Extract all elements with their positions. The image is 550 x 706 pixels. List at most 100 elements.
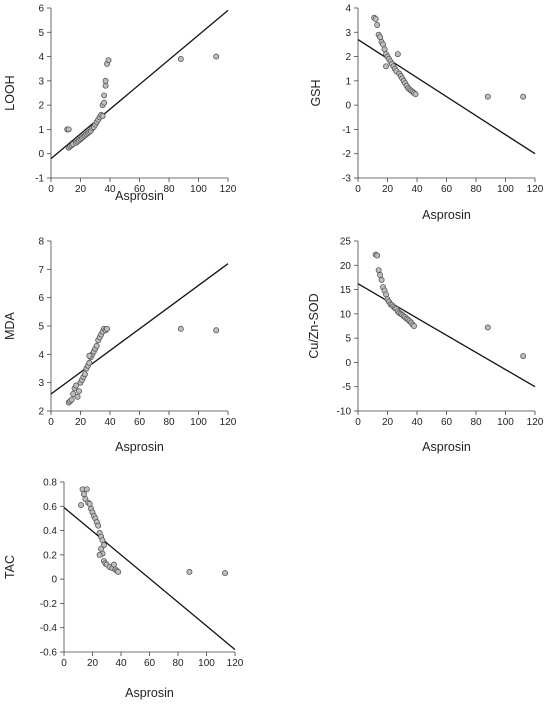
data-point: [95, 522, 102, 529]
y-tick-label: 0: [345, 358, 351, 369]
data-point: [80, 491, 87, 498]
data-point: [65, 126, 72, 133]
x-tick-label: 120: [220, 417, 237, 428]
x-tick-label: 80: [163, 417, 175, 428]
data-point: [383, 291, 389, 298]
y-tick-label: -0.2: [40, 599, 58, 610]
scatter-panel-4: 0 20 40 60 80 100 120 -10 -5 0 5 10 15 20 25 Asprosin Cu…: [307, 237, 544, 455]
y-axis-title: Cu/Zn-SOD: [307, 293, 321, 358]
data-point: [104, 325, 111, 332]
y-tick-label: 0.6: [43, 502, 57, 513]
y-tick-label: 0.4: [43, 526, 57, 537]
y-tick-label: 6: [38, 4, 44, 15]
y-tick-label: 4: [38, 350, 44, 361]
y-tick-label: 20: [340, 261, 352, 272]
x-tick-label: 60: [144, 658, 156, 669]
x-tick-label: 100: [497, 184, 514, 195]
x-tick-label: 60: [134, 184, 146, 195]
y-tick-label: 3: [345, 28, 351, 39]
y-tick-label: 25: [340, 237, 352, 248]
data-point: [484, 93, 491, 100]
data-point: [377, 272, 384, 278]
x-tick-label: 60: [441, 417, 453, 428]
y-tick-label: -1: [35, 174, 44, 185]
y-tick-label: -2: [342, 149, 351, 160]
data-point: [68, 396, 75, 403]
data-point: [380, 41, 387, 48]
data-point: [378, 276, 385, 283]
data-point: [86, 352, 93, 359]
y-axis-title: LOOH: [3, 75, 17, 110]
data-point: [213, 53, 220, 60]
data-point: [375, 267, 382, 274]
y-tick-label: 0: [345, 101, 351, 112]
y-tick-label: 2: [345, 52, 351, 63]
x-tick-label: 80: [470, 184, 482, 195]
x-tick-label: 120: [227, 658, 244, 669]
x-tick-label: 80: [172, 658, 184, 669]
y-tick-label: -1: [342, 125, 351, 136]
data-point: [394, 51, 401, 58]
x-axis-title: Asprosin: [115, 440, 164, 454]
y-tick-label: -5: [342, 382, 351, 393]
x-axis-title: Asprosin: [125, 686, 174, 700]
data-point: [81, 371, 88, 378]
data-point: [74, 393, 81, 400]
x-tick-label: 120: [220, 184, 237, 195]
x-tick-label: 40: [411, 184, 423, 195]
x-tick-label: 0: [355, 417, 361, 428]
scatter-panel-5: 0 20 40 60 80 100 120 -0.6 -0.4 -0.2 0 0.2 0.4 0.6 0.8…: [3, 478, 244, 701]
data-point: [76, 388, 82, 395]
y-tick-label: 15: [340, 285, 352, 296]
regression-line: [50, 263, 229, 395]
data-point: [213, 327, 220, 334]
data-point: [110, 561, 117, 568]
data-point: [99, 113, 106, 120]
data-point: [222, 570, 228, 577]
y-tick-label: 8: [38, 237, 44, 248]
y-tick-label: 1: [38, 125, 44, 136]
data-point: [177, 325, 184, 332]
data-point: [101, 99, 108, 106]
data-point: [98, 545, 105, 552]
data-point: [96, 551, 103, 558]
regression-line: [357, 283, 536, 388]
y-tick-label: 1: [345, 76, 351, 87]
x-tick-label: 120: [527, 417, 544, 428]
data-point: [372, 15, 379, 22]
y-tick-label: 10: [340, 309, 352, 320]
x-tick-label: 80: [163, 184, 175, 195]
data-point: [374, 252, 381, 259]
y-tick-label: 0.8: [43, 478, 57, 489]
y-tick-label: 0: [51, 575, 57, 586]
x-tick-label: 60: [134, 417, 146, 428]
x-tick-label: 80: [470, 417, 482, 428]
x-tick-label: 20: [382, 184, 394, 195]
data-point: [520, 353, 527, 360]
x-tick-label: 100: [497, 417, 514, 428]
data-point: [186, 568, 193, 575]
x-tick-label: 100: [190, 417, 207, 428]
y-axis-title: MDA: [3, 311, 17, 339]
scatter-panel-1: 0 20 40 60 80 100 120 -1 0 1 2 3 4 5 6 Asprosin LOOH: [3, 4, 237, 204]
y-tick-label: 3: [38, 378, 44, 389]
data-point: [412, 91, 419, 98]
data-point: [484, 324, 491, 331]
data-point: [102, 82, 109, 89]
x-tick-label: 0: [355, 184, 361, 195]
data-point: [78, 502, 85, 509]
y-tick-label: -0.4: [40, 623, 58, 634]
x-tick-label: 20: [75, 184, 87, 195]
data-point: [86, 500, 93, 507]
x-tick-label: 40: [104, 417, 116, 428]
x-tick-label: 0: [61, 658, 67, 669]
y-tick-label: 2: [38, 101, 44, 112]
data-point: [86, 359, 93, 366]
data-point: [83, 486, 90, 493]
x-tick-label: 0: [48, 417, 54, 428]
x-tick-label: 20: [75, 417, 87, 428]
data-point: [374, 22, 381, 28]
data-point: [381, 46, 388, 53]
regression-line: [63, 507, 236, 651]
